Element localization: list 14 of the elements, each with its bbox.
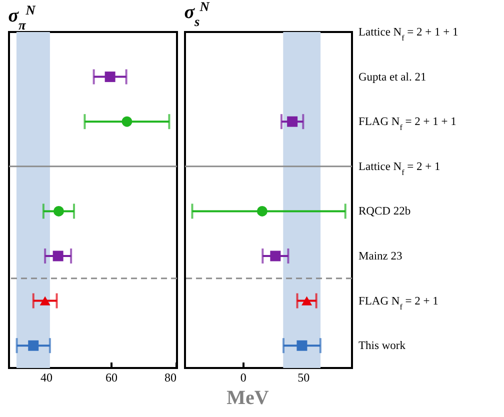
y-tick-label: Lattice N$_{f}$ = 2 + 1 + 1 xyxy=(358,26,459,42)
y-tick-label: Lattice N$_{f}$ = 2 + 1 xyxy=(358,160,441,176)
y-tick-label: This work xyxy=(358,340,406,352)
y-tick-label: Gupta et al. 21 xyxy=(358,71,426,84)
x-tick-label: 50 xyxy=(298,370,310,384)
x-tick-label: 40 xyxy=(40,370,53,384)
x-tick-label: 60 xyxy=(106,370,118,384)
y-tick-label: RQCD 22b xyxy=(358,206,411,218)
y-tick-label: FLAG N$_{f}$ = 2 + 1 xyxy=(358,295,439,311)
y-tick-label: FLAG N$_{f}$ = 2 + 1 + 1 xyxy=(358,116,457,132)
x-tick-label: 0 xyxy=(240,370,246,384)
x-tick-label: 80 xyxy=(164,370,177,384)
x-axis-title: MeV xyxy=(226,387,270,409)
y-tick-label: Mainz 23 xyxy=(358,250,403,262)
